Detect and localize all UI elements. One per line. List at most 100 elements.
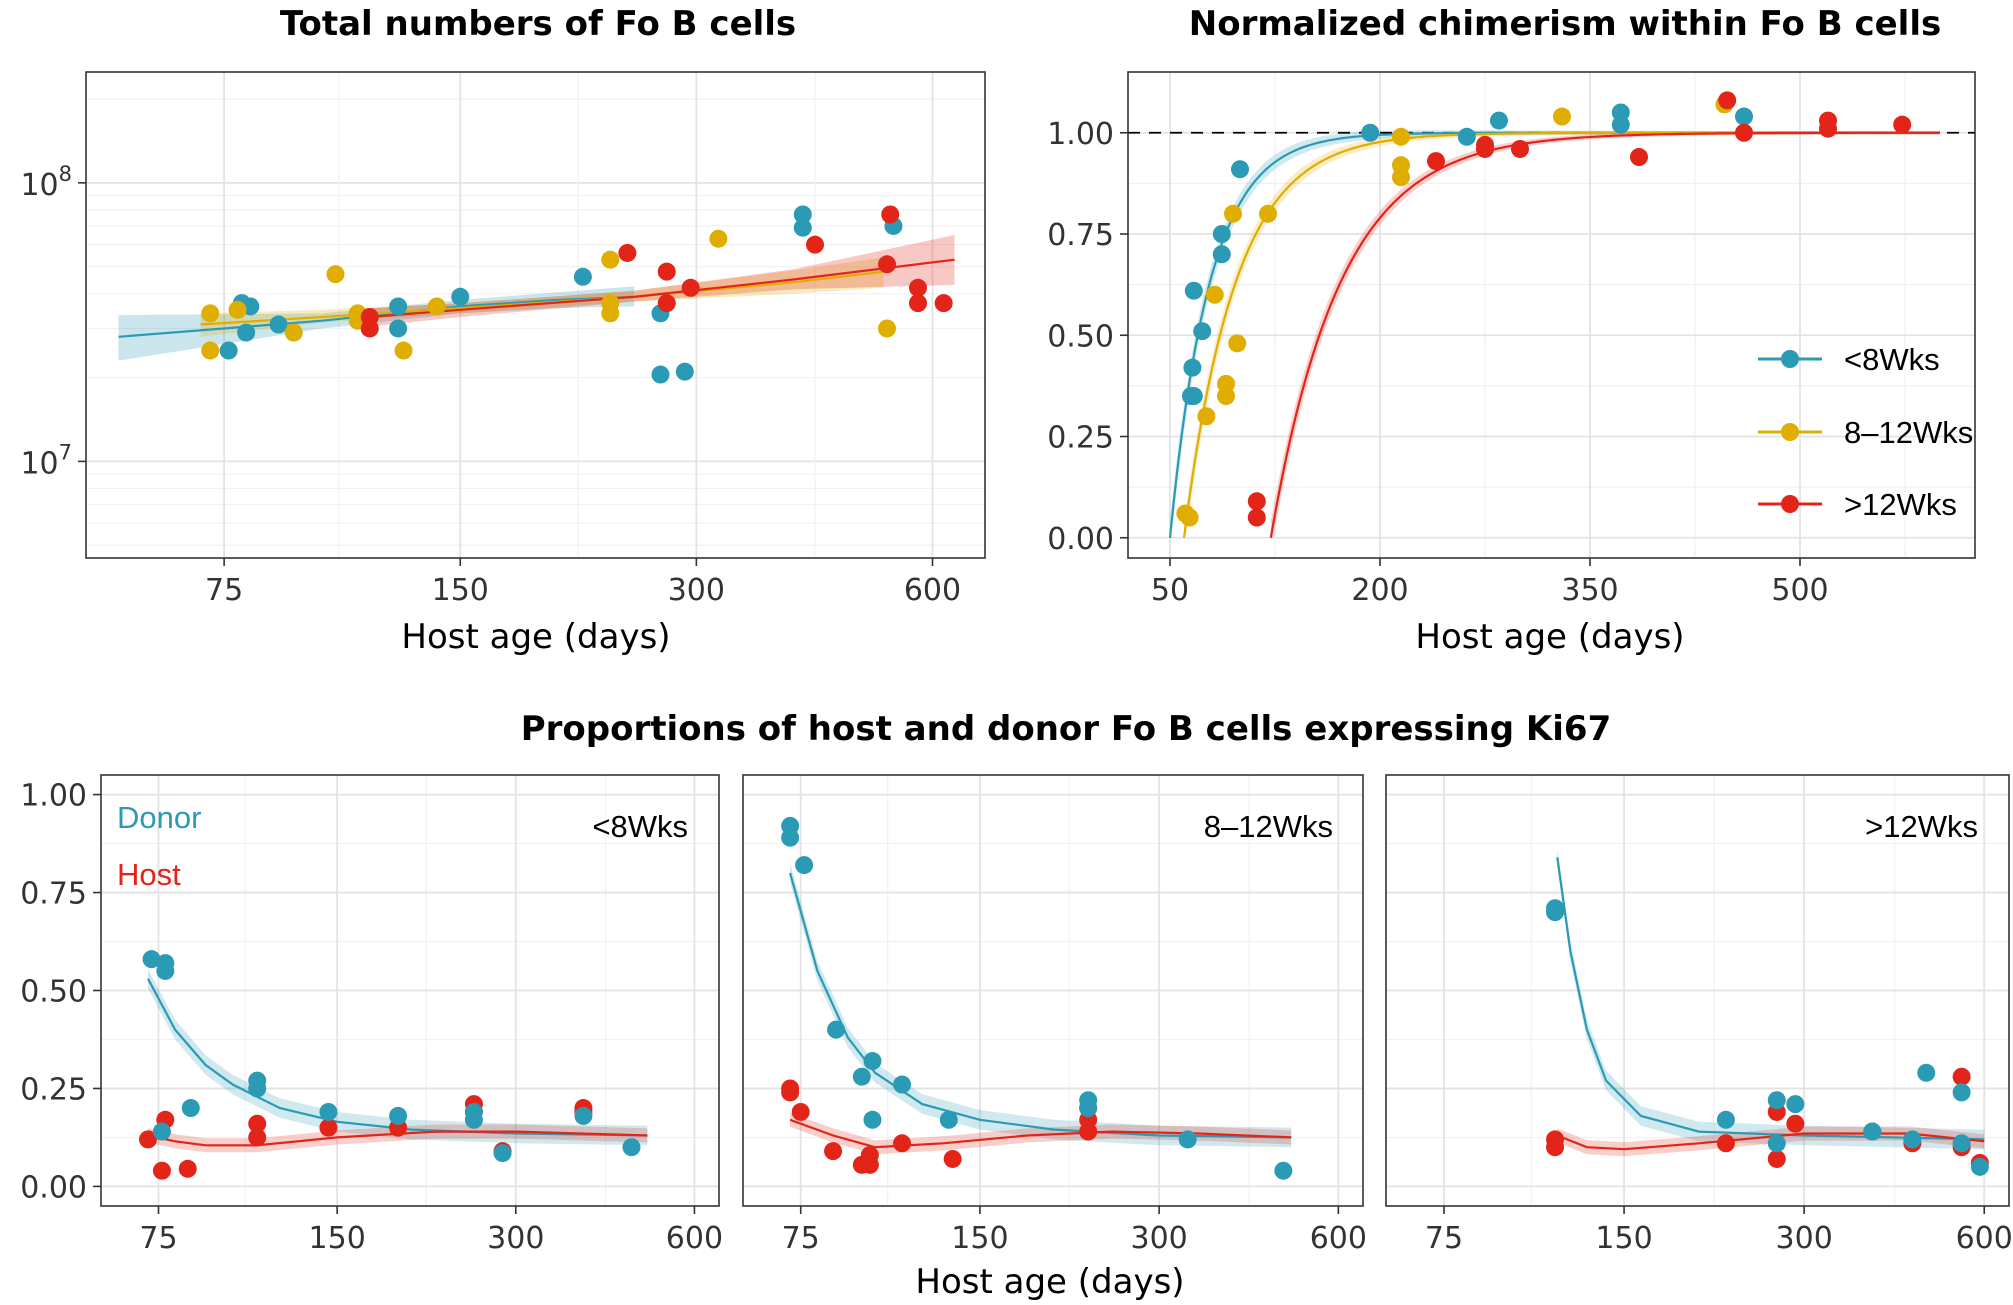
host-point — [943, 1149, 962, 1168]
data-point — [681, 278, 700, 297]
host-point — [781, 1083, 800, 1102]
data-point — [657, 294, 676, 313]
data-point — [1457, 127, 1476, 146]
y-tick-label: 0.00 — [20, 1170, 87, 1205]
host-point — [893, 1134, 912, 1153]
donor-point — [1786, 1095, 1805, 1114]
y-tick-label: 0.50 — [1047, 319, 1114, 354]
data-point — [219, 341, 238, 360]
facet-x-ticks: 75 150 300 600 — [1425, 1206, 2013, 1256]
chimerism-x-label: Host age (days) — [1415, 617, 1684, 657]
chimerism-legend: <8Wks 8–12Wks >12Wks — [1758, 342, 1973, 522]
facet-points — [138, 950, 641, 1180]
total-numbers-x-ticks: 75 150 300 600 — [205, 558, 961, 608]
chimerism-grid — [1128, 72, 1975, 558]
y-tick-label: 0.50 — [20, 975, 87, 1010]
x-tick-label: 150 — [951, 1221, 1008, 1256]
data-point — [1630, 148, 1648, 167]
data-point — [651, 365, 670, 384]
facet-label-8-12: 8–12Wks — [1204, 809, 1333, 844]
chimerism-title: Normalized chimerism within Fo B cells — [1189, 4, 1941, 44]
legend-key-dot — [1781, 423, 1799, 441]
host-point — [319, 1118, 338, 1137]
donor-point — [1178, 1130, 1197, 1149]
chimerism-plot-frame — [1127, 71, 1976, 559]
host-point — [860, 1146, 879, 1165]
data-point — [1184, 281, 1203, 300]
host-point — [791, 1102, 810, 1121]
facet-label-gt12: >12Wks — [1865, 809, 1978, 844]
donor-point — [464, 1110, 483, 1129]
host-point — [1546, 1138, 1565, 1157]
data-point — [618, 243, 637, 262]
data-point — [793, 205, 812, 224]
donor-point — [1952, 1134, 1971, 1153]
donor-point — [939, 1110, 958, 1129]
data-point — [1217, 387, 1235, 405]
data-point — [657, 262, 676, 281]
donor-point — [1079, 1099, 1098, 1118]
data-point — [709, 229, 728, 248]
x-tick-label: 150 — [309, 1221, 366, 1256]
data-point — [601, 250, 620, 269]
data-point — [1392, 127, 1410, 146]
ki67-legend-donor: Donor — [117, 800, 201, 835]
chimerism-panel: Normalized chimerism within Fo B cells 5… — [1047, 4, 1976, 657]
x-tick-label: 300 — [668, 573, 725, 608]
data-point — [360, 319, 379, 338]
data-point — [1212, 225, 1231, 243]
data-point — [806, 235, 825, 254]
ki67-title: Proportions of host and donor Fo B cells… — [521, 709, 1612, 749]
data-point — [1259, 204, 1277, 223]
data-point — [1224, 204, 1242, 223]
total-numbers-plot-frame — [85, 71, 986, 559]
facet-x-ticks: 75 150 300 600 — [782, 1206, 1367, 1256]
donor-point — [1546, 903, 1565, 922]
facet-points — [1546, 899, 1989, 1176]
data-point — [1735, 107, 1753, 126]
x-tick-label: 75 — [139, 1221, 177, 1256]
data-point — [1553, 107, 1571, 126]
data-point — [1184, 387, 1203, 405]
data-point — [1511, 139, 1529, 158]
data-point — [284, 323, 303, 342]
data-point — [201, 341, 220, 360]
chimerism-points — [1176, 91, 1912, 527]
x-tick-label: 600 — [904, 573, 961, 608]
legend-item-gt12: >12Wks — [1758, 487, 1957, 522]
data-point — [878, 255, 897, 274]
donor-point — [1716, 1110, 1735, 1129]
donor-point — [827, 1020, 846, 1039]
ki67-facet-8-12: 8–12Wks 75 150 300 600 — [742, 774, 1367, 1256]
x-tick-label: 200 — [1351, 573, 1408, 608]
data-point — [228, 300, 247, 319]
data-point — [601, 304, 620, 323]
data-point — [1193, 322, 1212, 341]
data-point — [237, 323, 256, 342]
data-point — [934, 294, 953, 313]
donor-point — [319, 1102, 338, 1121]
ki67-facet-lt8: <8Wks 75 150 300 600 0.00 0.25 0.50 0.75 1.00 D… — [20, 774, 723, 1256]
facet-frame — [1385, 774, 2010, 1207]
donor-point — [622, 1138, 641, 1157]
data-point — [573, 267, 592, 286]
data-point — [881, 205, 900, 224]
x-tick-label: 500 — [1771, 573, 1828, 608]
data-point — [394, 341, 413, 360]
data-point — [389, 297, 408, 316]
data-point — [1361, 123, 1380, 142]
data-point — [1476, 139, 1494, 158]
x-tick-label: 300 — [1776, 1221, 1833, 1256]
data-point — [878, 319, 897, 338]
donor-point — [1952, 1083, 1971, 1102]
x-tick-label: 75 — [1425, 1221, 1463, 1256]
legend-label-lt8: <8Wks — [1844, 342, 1940, 377]
legend-item-lt8: <8Wks — [1758, 342, 1940, 377]
data-point — [1180, 508, 1199, 527]
y-tick-label: 0.75 — [20, 877, 87, 912]
x-tick-label: 150 — [432, 573, 489, 608]
ki67-panel: Proportions of host and donor Fo B cells… — [20, 709, 2013, 1302]
donor-point — [1274, 1161, 1293, 1180]
data-point — [389, 319, 408, 338]
donor-point — [1917, 1063, 1936, 1082]
